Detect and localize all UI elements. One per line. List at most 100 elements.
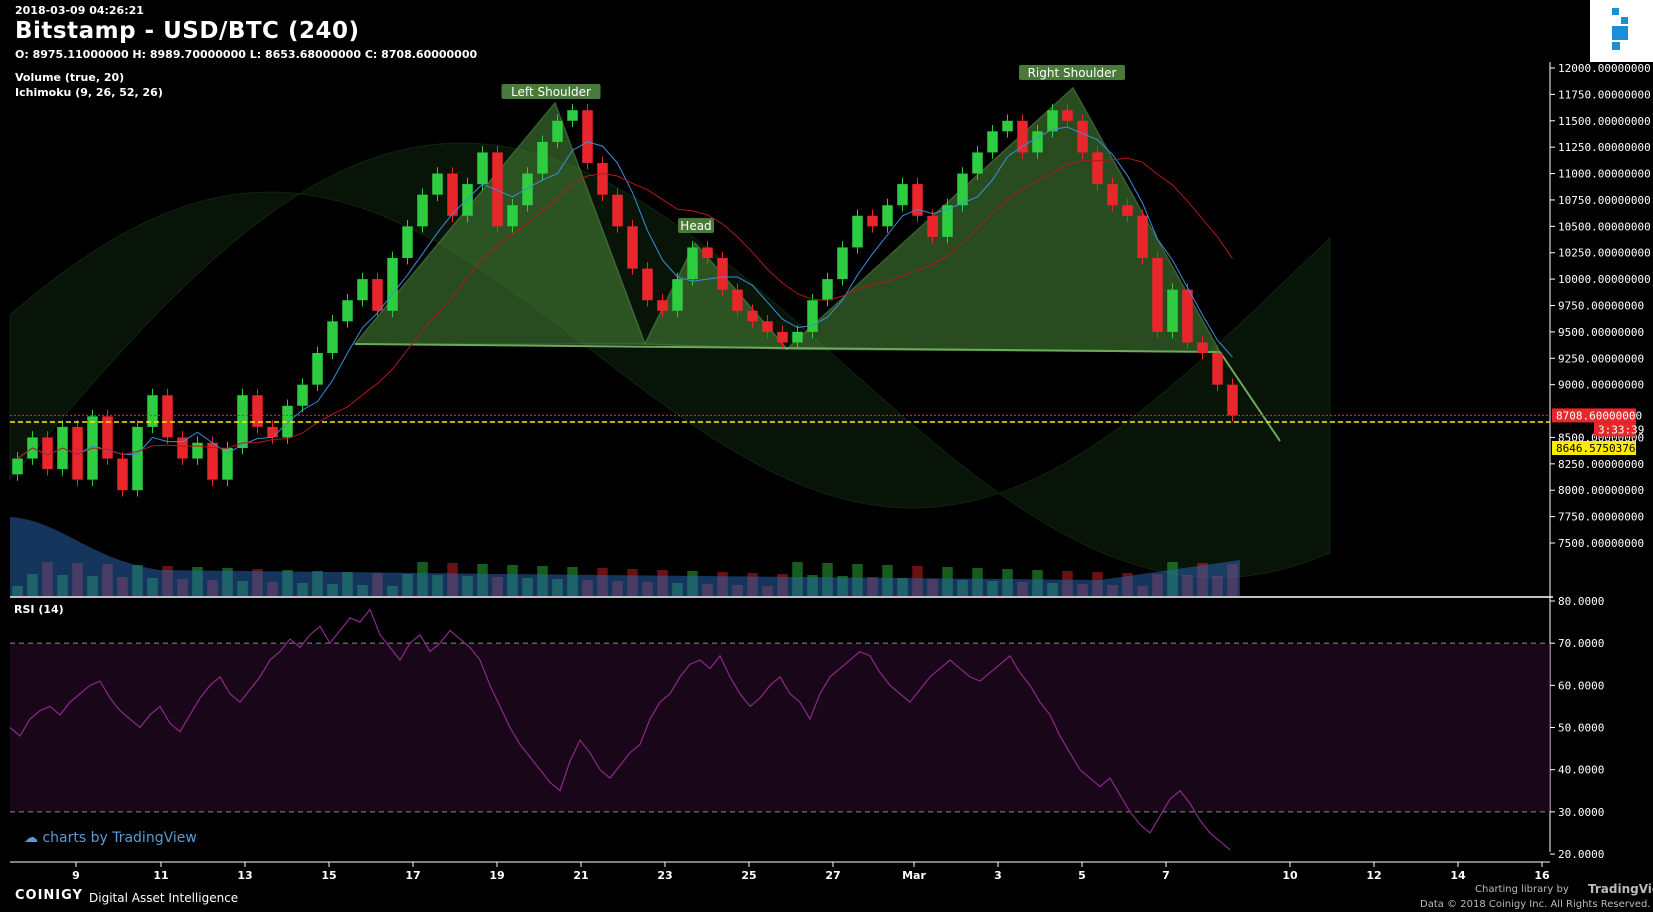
price-tick-label: 10500.00000000 (1558, 220, 1651, 233)
time-tick-label: 21 (573, 869, 588, 882)
tradingview-cloud-icon: ☁ (24, 830, 38, 846)
candle (357, 279, 368, 301)
countdown-badge (1594, 422, 1636, 437)
candle (732, 289, 743, 311)
candle (1212, 353, 1223, 385)
indicator-rsi[interactable]: RSI (14) (14, 603, 64, 616)
candle (267, 426, 278, 438)
brand-tagline: Digital Asset Intelligence (89, 891, 239, 905)
indicator-volume[interactable]: Volume (true, 20) (15, 71, 125, 84)
candle (882, 205, 893, 227)
pattern-label-bg (501, 84, 601, 99)
candle (1047, 110, 1058, 132)
price-tick-label: 8250.00000000 (1558, 458, 1644, 471)
candle (342, 300, 353, 322)
candle (447, 173, 458, 216)
price-tick-label: 8000.00000000 (1558, 484, 1644, 497)
support-price-badge (1552, 440, 1636, 455)
last-price-badge (1552, 408, 1636, 423)
last-price-label: 8708.60000000 (1556, 409, 1642, 422)
rsi-tick-label: 80.0000 (1558, 595, 1604, 608)
countdown-label: 3:33:39 (1598, 423, 1644, 436)
candle (132, 426, 143, 491)
candle (1077, 120, 1088, 153)
candle (1002, 120, 1013, 132)
candle (1092, 152, 1103, 185)
candle (702, 247, 713, 258)
candle (42, 437, 53, 470)
time-tick-label: 23 (657, 869, 672, 882)
candle (1062, 110, 1073, 121)
candle (312, 353, 323, 385)
candle (477, 152, 488, 185)
candle (837, 247, 848, 280)
candle (597, 163, 608, 195)
time-tick-label: 9 (72, 869, 80, 882)
pattern-label-bg (678, 218, 714, 233)
candle (1227, 384, 1238, 416)
rsi-band (10, 643, 1550, 812)
candle (972, 152, 983, 174)
time-tick-label: 17 (405, 869, 420, 882)
candle (777, 331, 788, 343)
candle (852, 215, 863, 248)
price-tick-label: 9500.00000000 (1558, 326, 1644, 339)
brand-name: COINIGY (15, 888, 83, 903)
price-tick-label: 7750.00000000 (1558, 511, 1644, 524)
candle (987, 131, 998, 153)
candle (372, 279, 383, 311)
candle (957, 173, 968, 206)
candle (162, 395, 173, 438)
tradingview-credit[interactable]: TradingView (1588, 882, 1653, 896)
candle (507, 205, 518, 227)
price-tick-label: 12000.00000000 (1558, 62, 1651, 75)
rsi-tick-label: 60.0000 (1558, 679, 1604, 692)
candle (282, 405, 293, 438)
candle (642, 268, 653, 301)
rsi-tick-label: 20.0000 (1558, 848, 1604, 861)
ohlc-readout: O: 8975.11000000 H: 8989.70000000 L: 865… (15, 48, 478, 61)
chart-title: Bitstamp - USD/BTC (240) (15, 18, 360, 44)
price-tick-label: 7500.00000000 (1558, 537, 1644, 550)
price-tick-label: 9250.00000000 (1558, 352, 1644, 365)
price-tick-label: 9000.00000000 (1558, 379, 1644, 392)
candle (567, 110, 578, 121)
price-tick-label: 11500.00000000 (1558, 115, 1651, 128)
price-tick-label: 11000.00000000 (1558, 168, 1651, 181)
rsi-tick-label: 70.0000 (1558, 637, 1604, 650)
candle (177, 437, 188, 459)
candle (792, 331, 803, 343)
candle (762, 321, 773, 332)
candle (927, 215, 938, 237)
watermark-text: charts by TradingView (42, 830, 197, 846)
time-tick-label: 13 (237, 869, 252, 882)
candle (12, 458, 23, 475)
candle (387, 258, 398, 311)
time-tick-label: 10 (1282, 869, 1298, 882)
candle (672, 279, 683, 311)
candle (207, 442, 218, 480)
volume-ma (10, 517, 1240, 596)
price-tick-label: 10750.00000000 (1558, 194, 1651, 207)
charting-credit: Charting library by (1475, 884, 1569, 895)
price-tick-label: 10000.00000000 (1558, 273, 1651, 286)
candle (417, 194, 428, 227)
tradingview-watermark[interactable]: ☁ charts by TradingView (24, 830, 197, 846)
candle (942, 205, 953, 237)
price-tick-label: 11250.00000000 (1558, 141, 1651, 154)
candle (1137, 215, 1148, 258)
candle (747, 310, 758, 322)
time-tick-label: 5 (1078, 869, 1086, 882)
candle (492, 152, 503, 227)
coinigy-logo (1590, 0, 1653, 62)
rsi-tick-label: 40.0000 (1558, 764, 1604, 777)
pattern-label: Right Shoulder (1028, 66, 1117, 80)
neckline-breakdown (1219, 351, 1281, 442)
time-tick-label: 15 (321, 869, 336, 882)
candle (327, 321, 338, 353)
kijun-line (17, 157, 1233, 459)
candle (1167, 289, 1178, 332)
indicator-ichimoku[interactable]: Ichimoku (9, 26, 52, 26) (15, 86, 163, 99)
candle (912, 184, 923, 216)
